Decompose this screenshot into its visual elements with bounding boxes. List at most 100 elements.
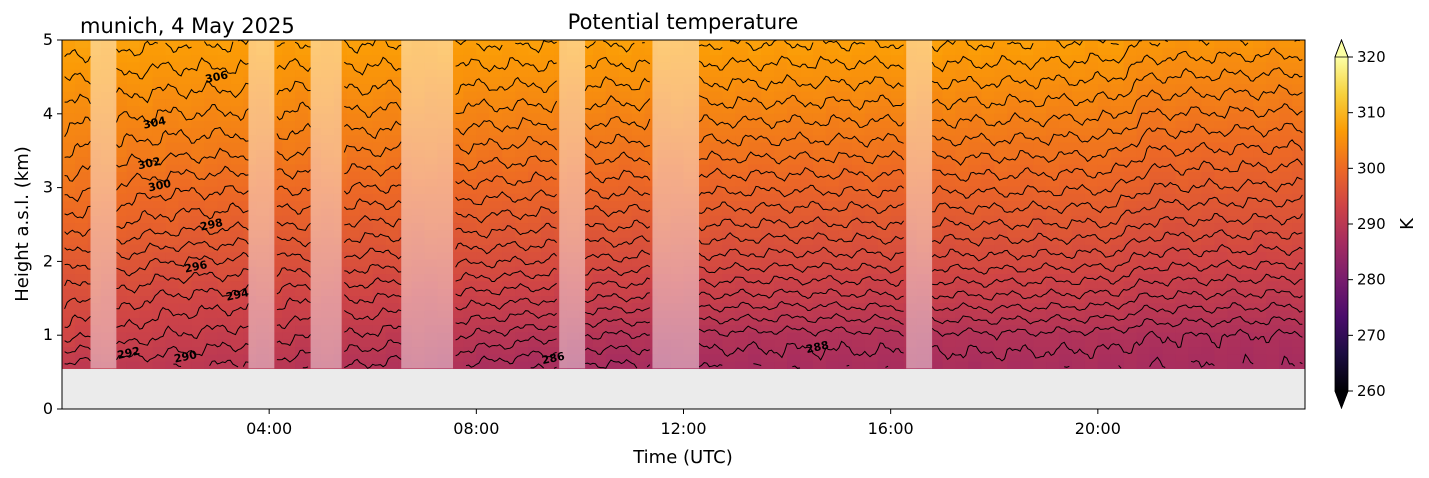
heatmap-cell [372,142,387,151]
heatmap-cell [450,310,464,318]
heatmap-cell [269,149,283,158]
heatmap-cell [165,222,180,231]
heatmap-cell [243,222,257,231]
heatmap-cell [346,69,361,78]
heatmap-cell [916,83,931,92]
heatmap-cell [877,178,892,187]
heatmap-cell [800,302,814,311]
heatmap-cell [994,142,1008,151]
heatmap-cell [502,237,516,245]
heatmap-cell [696,317,710,326]
heatmap-cell [372,40,387,48]
heatmap-cell [890,91,905,99]
heatmap-cell [1149,127,1164,136]
heatmap-cell [1175,339,1190,348]
y-tick-label: 5 [43,30,53,49]
heatmap-cell [463,339,477,348]
heatmap-cell [657,171,672,180]
heatmap-cell [554,324,568,333]
heatmap-cell [1201,164,1215,172]
heatmap-cell [74,273,89,282]
heatmap-cell [825,193,840,202]
heatmap-cell [1020,331,1034,340]
heatmap-cell [877,353,892,362]
contour-label-304: 304 [142,114,168,132]
heatmap-cell [385,207,400,216]
heatmap-cell [256,193,270,202]
heatmap-cell [100,310,115,318]
heatmap-cell [1188,200,1203,209]
heatmap-cell [838,353,853,362]
heatmap-cell [579,164,594,172]
heatmap-cell [994,69,1008,78]
heatmap-cell [800,171,814,180]
heatmap-cell [618,331,633,340]
heatmap-cell [1279,244,1293,253]
heatmap-cell [230,76,244,85]
heatmap-cell [1266,134,1280,143]
heatmap-cell [126,324,141,333]
heatmap-cell [1110,76,1125,85]
heatmap-cell [1214,251,1228,260]
heatmap-cell [256,164,270,172]
heatmap-cell [100,69,115,78]
heatmap-cell [1071,200,1086,209]
heatmap-cell [541,134,555,143]
heatmap-cell [774,120,788,129]
heatmap-cell [528,40,542,48]
heatmap-cell [1214,229,1228,238]
heatmap-cell [735,266,749,275]
heatmap-cell [1214,83,1228,92]
heatmap-cell [812,302,827,311]
heatmap-cell [152,185,167,194]
heatmap-cell [100,266,115,275]
heatmap-cell [566,207,581,216]
heatmap-cell [62,91,76,99]
heatmap-cell [1097,207,1112,216]
heatmap-cell [1007,339,1021,348]
heatmap-cell [1266,310,1280,318]
heatmap-cell [308,98,322,107]
heatmap-cell [398,273,413,282]
heatmap-cell [955,142,969,151]
heatmap-cell [1227,120,1241,129]
heatmap-cell [385,302,400,311]
heatmap-cell [1279,302,1293,311]
heatmap-cell [981,164,995,172]
heatmap-cell [554,310,568,318]
heatmap-cell [100,134,115,143]
heatmap-cell [877,310,892,318]
heatmap-cell [1279,69,1293,78]
heatmap-cell [657,54,672,63]
heatmap-cell [489,237,503,245]
heatmap-cell [87,171,102,180]
heatmap-cell [696,324,710,333]
heatmap-cell [191,127,206,136]
heatmap-cell [994,149,1008,158]
heatmap-cell [877,273,892,282]
heatmap-cell [346,47,361,56]
heatmap-cell [1046,266,1060,275]
heatmap-cell [165,40,180,48]
heatmap-cell [618,339,633,348]
heatmap-cell [1253,361,1267,370]
heatmap-cell [243,149,257,158]
heatmap-cell [359,149,374,158]
heatmap-cell [787,266,801,275]
heatmap-cell [605,361,620,370]
heatmap-cell [566,258,581,267]
heatmap-cell [515,185,529,194]
heatmap-cell [955,193,969,202]
heatmap-cell [890,171,905,180]
heatmap-cell [1175,120,1190,129]
heatmap-cell [1071,120,1086,129]
heatmap-cell [605,98,620,107]
heatmap-cell [1046,127,1060,136]
heatmap-cell [282,207,296,216]
heatmap-cell [1033,295,1047,304]
heatmap-cell [1058,193,1073,202]
heatmap-cell [1162,302,1177,311]
heatmap-cell [217,193,231,202]
heatmap-cell [1007,310,1021,318]
heatmap-cell [113,317,128,326]
